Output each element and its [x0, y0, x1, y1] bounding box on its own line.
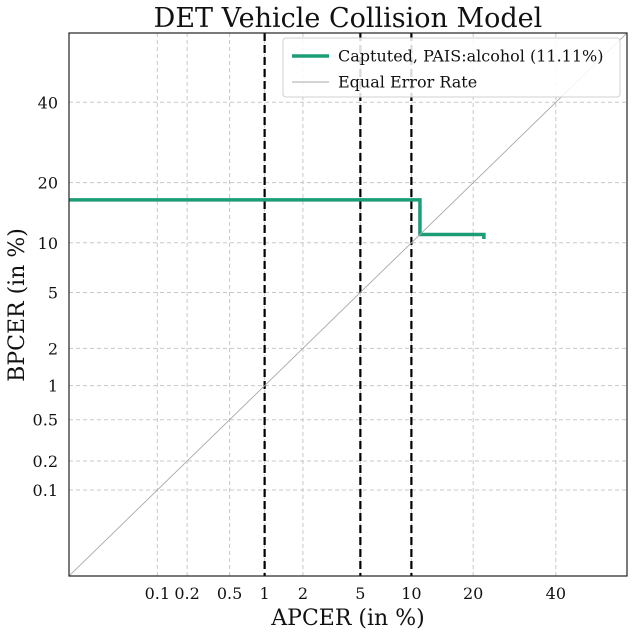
y-tick-label: 40 [38, 93, 58, 112]
plot-area [69, 33, 627, 576]
y-tick-label: 2 [48, 339, 58, 358]
y-tick-label: 1 [48, 377, 58, 396]
legend: Captuted, PAIS:alcohol (11.11%) Equal Err… [282, 37, 621, 98]
x-tick-label: 0.1 [145, 584, 170, 603]
grid-lines [69, 33, 627, 576]
x-tick-label: 40 [546, 584, 566, 603]
plot-frame [68, 32, 628, 577]
y-tick-label: 10 [38, 234, 58, 253]
x-axis-title: APCER (in %) [270, 606, 424, 631]
legend-label: Equal Error Rate [338, 73, 477, 92]
x-tick-label: 2 [298, 584, 308, 603]
y-tick-label: 0.2 [33, 452, 58, 471]
y-tick-label: 5 [48, 283, 58, 302]
legend-box [282, 37, 621, 98]
legend-label: Captuted, PAIS:alcohol (11.11%) [338, 47, 603, 66]
equal-error-rate-line [69, 33, 627, 576]
x-tick-label: 0.5 [217, 584, 242, 603]
x-tick-label: 10 [401, 584, 421, 603]
chart-title: DET Vehicle Collision Model [154, 3, 543, 34]
y-tick-label: 20 [38, 174, 58, 193]
x-tick-label: 5 [355, 584, 365, 603]
y-axis-title: BPCER (in %) [5, 228, 30, 382]
x-tick-label: 20 [463, 584, 483, 603]
x-tick-label: 0.2 [174, 584, 199, 603]
y-tick-label: 0.1 [33, 481, 58, 500]
x-tick-label: 1 [260, 584, 270, 603]
y-tick-label: 0.5 [33, 411, 58, 430]
